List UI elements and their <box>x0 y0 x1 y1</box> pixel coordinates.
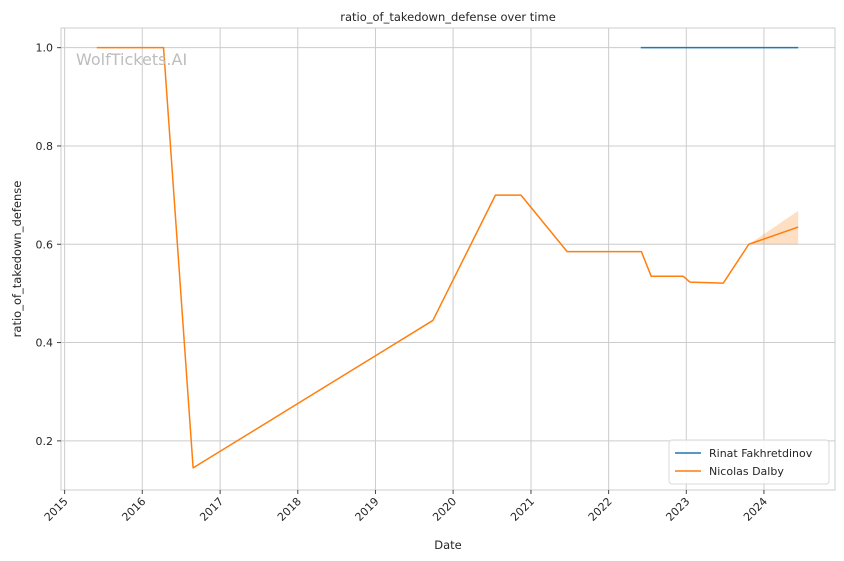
series-lines <box>96 46 799 469</box>
y-axis-label: ratio_of_takedown_defense <box>10 181 24 338</box>
legend-label: Rinat Fakhretdinov <box>709 447 813 460</box>
legend-box <box>668 439 830 485</box>
y-tick-label: 0.2 <box>36 435 54 448</box>
confidence-band <box>748 210 799 245</box>
legend-label: Nicolas Dalby <box>709 465 784 478</box>
y-tick-label: 0.6 <box>36 238 54 251</box>
y-tick-label: 0.4 <box>36 337 54 350</box>
y-tick-label: 0.8 <box>36 140 54 153</box>
watermark: WolfTickets.AI <box>76 50 187 69</box>
y-tick-label: 1.0 <box>36 42 54 55</box>
x-axis-label: Date <box>434 538 462 552</box>
plot-area <box>60 27 836 491</box>
legend: Rinat Fakhretdinov Nicolas Dalby <box>668 439 830 485</box>
y-tick-labels: 0.2 0.4 0.6 0.8 1.0 <box>36 42 61 448</box>
chart-title: ratio_of_takedown_defense over time <box>340 10 556 24</box>
series-line <box>96 46 799 469</box>
confidence-bands <box>748 210 799 245</box>
